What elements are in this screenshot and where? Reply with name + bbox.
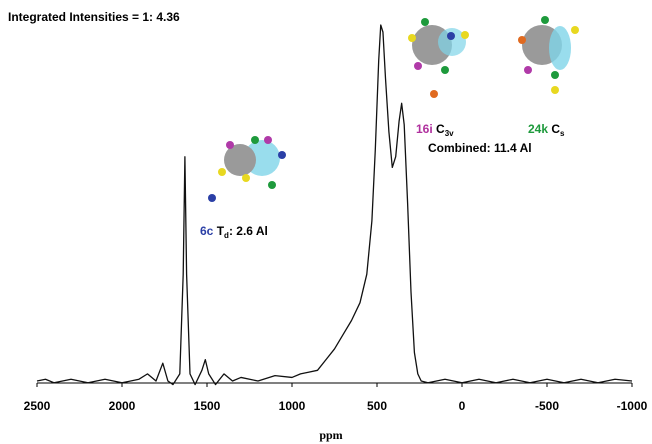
symmetry: T xyxy=(217,224,225,238)
x-axis-label: ppm xyxy=(319,428,342,442)
annotation: 16i C3v xyxy=(416,122,454,138)
chart-title: Integrated Intensities = 1: 4.36 xyxy=(8,10,180,24)
site-icon-16i xyxy=(408,18,469,98)
x-tick-label: 0 xyxy=(459,399,466,413)
annotation-suffix: : 2.6 Al xyxy=(229,224,268,238)
annotation: Combined: 11.4 Al xyxy=(428,141,532,155)
annotation: 24k Cs xyxy=(528,122,565,138)
site-label: 6c xyxy=(200,224,214,238)
annotation: 6c Td: 2.6 Al xyxy=(200,224,268,240)
symmetry-subscript: 3v xyxy=(445,129,454,138)
x-tick-label: -500 xyxy=(535,399,559,413)
symmetry-subscript: s xyxy=(560,129,565,138)
x-tick-label: 2500 xyxy=(24,399,51,413)
symmetry: C xyxy=(436,122,445,136)
spectrum-line xyxy=(36,24,633,386)
x-tick-label: -1000 xyxy=(617,399,648,413)
site-label: 16i xyxy=(416,122,433,136)
site-icon-6c xyxy=(208,136,286,202)
x-tick-label: 1500 xyxy=(194,399,221,413)
symmetry-subscript: d xyxy=(224,231,229,240)
x-tick-label: 1000 xyxy=(279,399,306,413)
x-tick-label: 500 xyxy=(367,399,387,413)
site-icon-24k xyxy=(518,16,579,94)
symmetry: C xyxy=(551,122,560,136)
x-tick-label: 2000 xyxy=(109,399,136,413)
site-label: 24k xyxy=(528,122,548,136)
